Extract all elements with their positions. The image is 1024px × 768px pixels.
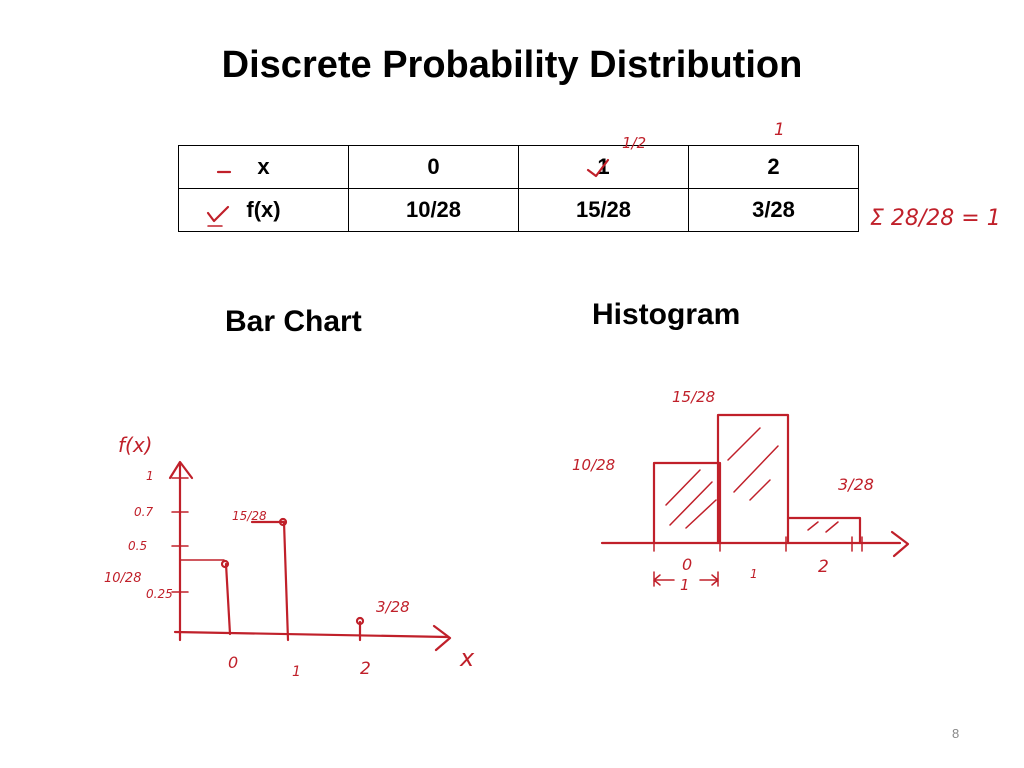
histogram-xtick-label: 0 <box>682 555 692 574</box>
bar-chart-x-axis <box>173 630 450 639</box>
bar-chart: f(x) x 1 0.7 0.5 0.25 10/28 15/28 3/28 0… <box>104 433 475 680</box>
table-row: f(x) 10/28 15/28 3/28 <box>178 188 859 232</box>
bar-chart-ytick-label: 0.5 <box>128 539 147 553</box>
bar-chart-xtick-label: 0 <box>228 653 238 672</box>
bar-chart-point-0 <box>220 559 230 569</box>
histogram-value-label: 10/28 <box>572 456 615 474</box>
bar-chart-heading: Bar Chart <box>225 305 362 338</box>
table-row: x 0 1 2 <box>178 145 859 189</box>
table-cell: 3/28 <box>688 188 859 232</box>
bar-chart-bar-0 <box>224 562 232 636</box>
bar-chart-ytick-label: 1 <box>146 469 154 483</box>
histogram-width-note: 1 <box>680 576 690 594</box>
table-row-header: x <box>178 145 349 189</box>
histogram-xtick-label: 1 <box>750 567 758 581</box>
bar-chart-value-label: 15/28 <box>232 509 267 523</box>
bar-chart-xlabel: x <box>459 644 475 672</box>
histogram-x-arrow <box>890 530 910 558</box>
bar-chart-xtick-label: 1 <box>292 664 301 680</box>
histogram-width-bracket <box>652 571 720 587</box>
histogram: 10/28 15/28 3/28 0 1 2 1 <box>572 388 910 594</box>
table-cell: 2 <box>688 145 859 189</box>
histogram-hatching <box>727 427 779 501</box>
bar-chart-x-arrow <box>432 624 452 652</box>
histogram-heading: Histogram <box>592 298 741 331</box>
histogram-hatching <box>665 469 717 529</box>
slide-title: Discrete Probability Distribution <box>221 44 803 86</box>
table-row-header: f(x) <box>178 188 349 232</box>
histogram-value-label: 3/28 <box>838 475 874 494</box>
bar-chart-bar-1 <box>250 520 290 642</box>
bar-chart-y-arrow <box>168 460 194 480</box>
table-cell: 10/28 <box>348 188 519 232</box>
bar-chart-point-2 <box>355 616 365 626</box>
histogram-bar-2 <box>786 516 862 545</box>
ink-sum-note: Σ 28/28 = 1 <box>870 206 1001 231</box>
bar-chart-ylabel: f(x) <box>118 433 152 457</box>
histogram-bar-0 <box>652 461 722 545</box>
bar-chart-side-label: 10/28 <box>104 571 141 586</box>
histogram-hatching <box>807 521 839 533</box>
ink-note-above-col-2: 1 <box>774 120 785 140</box>
bar-chart-xtick-label: 2 <box>360 659 371 679</box>
bar-chart-ytick-label: 0.25 <box>146 587 173 601</box>
table-cell: 1 <box>518 145 689 189</box>
distribution-table: x 0 1 2 f(x) 10/28 15/28 3/28 <box>178 145 859 232</box>
histogram-xtick-label: 2 <box>818 557 829 577</box>
histogram-tick <box>653 536 863 552</box>
bar-chart-ytick-label: 0.7 <box>134 505 153 519</box>
page-number: 8 <box>952 726 960 741</box>
table-cell: 0 <box>348 145 519 189</box>
histogram-bar-1 <box>716 413 790 545</box>
bar-chart-point-1 <box>278 517 288 527</box>
bar-chart-value-label: 3/28 <box>376 598 410 616</box>
histogram-value-label: 15/28 <box>672 388 715 406</box>
table-cell: 15/28 <box>518 188 689 232</box>
